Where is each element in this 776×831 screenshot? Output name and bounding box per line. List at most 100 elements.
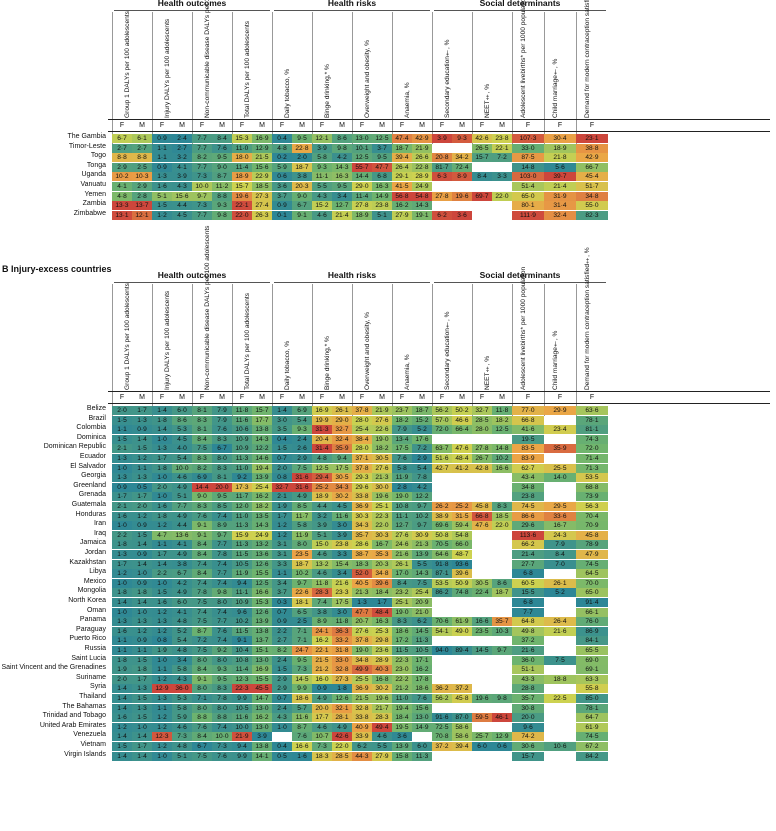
heatmap-cell [472,655,492,665]
heatmap-cell: 4·6 [312,722,332,732]
heatmap-cell: 81·7 [432,162,452,172]
column-separator [432,12,433,150]
heatmap-cell: 4·3 [272,713,292,723]
heatmap-cell [452,482,472,492]
heatmap-cell: 9·9 [232,751,252,761]
heatmap-cell [492,607,512,617]
heatmap-cell: 15·4 [332,559,352,569]
heatmap-cell: 8·8 [212,191,232,201]
heatmap-cell: 7·9 [544,540,576,550]
heatmap-cell: 22·4 [472,588,492,598]
heatmap-cell [544,454,576,463]
heatmap-cell [452,751,472,761]
heatmap-cell: 19·0 [372,434,392,444]
heatmap-cell: 20·7 [352,617,372,627]
heatmap-cell: 77·0 [512,406,544,415]
heatmap-cell: 74·5 [512,502,544,511]
heatmap-cell: 16·6 [492,463,512,473]
heatmap-cell [492,598,512,607]
heatmap-cell: 10·3 [492,626,512,636]
group-header-line [434,282,606,283]
sex-label: M [179,122,185,129]
sex-label: F [525,394,531,401]
heatmap-cell: 4·9 [172,511,192,521]
heatmap-cell [432,674,452,684]
heatmap-cell: 1·3 [132,617,152,627]
country-label: Venezuela [73,731,106,739]
heatmap-cell: 7·2 [192,636,212,646]
heatmap-cell: 5·4 [172,454,192,463]
heatmap-cell: 18·6 [392,626,412,636]
heatmap-cell: 74·2 [512,732,544,742]
heatmap-cell: 25·1 [392,598,412,607]
heatmap-cell: 19·1 [412,210,432,220]
heatmap-cell: 1·2 [152,210,172,220]
heatmap-cell: 47·6 [472,521,492,531]
sex-label: M [139,394,145,401]
heatmap-cell [432,607,452,617]
heatmap-cell: 15·7 [472,153,492,163]
heatmap-cell: 34·8 [372,569,392,579]
heatmap-cell: 1·1 [112,646,132,655]
heatmap-cell: 32·7 [472,406,492,415]
heatmap-cell: 2·7 [272,636,292,646]
heatmap-cell: 94·0 [432,646,452,655]
panel-b-title: B Injury-excess countries [2,264,112,274]
heatmap-cell: 66·8 [472,511,492,521]
heatmap-cell: 9·8 [212,588,232,598]
heatmap-cell: 1·1 [132,463,152,473]
heatmap-cell: 35·9 [332,444,352,454]
heatmap-cell: 10·2 [232,617,252,627]
country-label: Kazakhstan [69,558,106,566]
sex-label: M [499,394,505,401]
country-label: Paraguay [76,625,106,633]
column-separator [112,12,113,150]
country-label: Dominica [76,433,106,441]
heatmap-cell: 0·6 [492,742,512,751]
country-label: Russia [84,645,106,652]
heatmap-cell [432,201,452,211]
heatmap-cell: 50·9 [452,578,472,588]
heatmap-cell: 10·2 [112,172,132,182]
sex-label: M [459,122,465,129]
heatmap-cell: 1·6 [152,502,172,511]
heatmap-cell: 6·2 [432,210,452,220]
heatmap-cell: 30·3 [372,530,392,540]
heatmap-cell: 18·2 [252,502,272,511]
heatmap-cell: 21·4 [544,182,576,191]
heatmap-cell: 21·0 [412,607,432,617]
heatmap-cell: 12·5 [252,578,272,588]
sex-label: F [589,122,595,129]
country-label: Honduras [75,510,106,518]
country-label: Libya [89,568,106,576]
group-header-line [114,10,270,11]
heatmap-cell: 4·8 [172,742,192,751]
heatmap-cell: 6·5 [292,607,312,617]
heatmap-cell: 1·7 [152,454,172,463]
heatmap-cell [492,434,512,444]
heatmap-cell [452,182,472,191]
country-label: Vanuatu [80,181,106,188]
sex-label: F [319,122,325,129]
heatmap-cell: 9·3 [312,162,332,172]
heatmap-cell: 13·9 [252,617,272,627]
sex-label: F [199,122,205,129]
column-header: Injury DALYs per 100 adolescents [164,290,171,390]
heatmap-cell: 18·7 [292,162,312,172]
heatmap-cell: 20·9 [412,598,432,607]
heatmap-cell: 3·9 [252,732,272,742]
country-label: Zimbabwe [73,209,106,217]
heatmap-cell: 9·0 [292,191,312,201]
heatmap-cell: 12·5 [352,153,372,163]
heatmap-cell: 28·1 [332,713,352,723]
heatmap-cell: 46·1 [492,713,512,723]
heatmap-cell: 6·7 [112,134,132,143]
heatmap-cell: 52·0 [352,569,372,579]
sex-label: F [159,394,165,401]
group-header: Health risks [327,270,377,280]
heatmap-cell: 0·9 [132,550,152,559]
heatmap-cell: 3·4 [272,578,292,588]
heatmap-cell: 10·7 [312,732,332,742]
sex-label: M [459,394,465,401]
column-header: Total DALYs per 100 adolescents [244,20,251,118]
